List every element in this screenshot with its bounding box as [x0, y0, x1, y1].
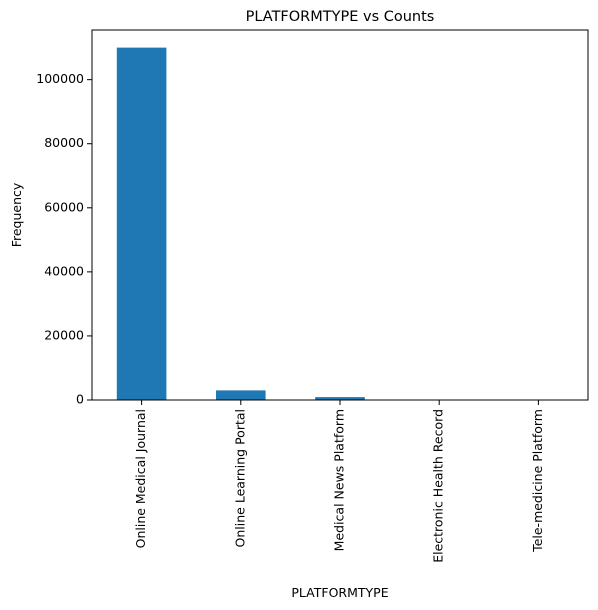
bar-1 [216, 390, 266, 400]
bar-2 [315, 397, 365, 400]
x-axis: Online Medical Journal Online Learning Po… [133, 400, 545, 563]
plot-area [116, 47, 564, 400]
y-tick-label-3: 60000 [44, 199, 84, 214]
y-axis: 0 20000 40000 60000 80000 100000 [36, 71, 92, 407]
x-axis-label: PLATFORMTYPE [291, 585, 388, 600]
x-tick-label-0: Online Medical Journal [133, 409, 148, 548]
x-tick-label-2: Medical News Platform [332, 409, 347, 551]
y-axis-label: Frequency [9, 182, 24, 247]
y-tick-label-4: 80000 [44, 135, 84, 150]
bar-0 [116, 47, 167, 400]
x-tick-label-3: Electronic Health Record [431, 409, 446, 563]
y-tick-label-0: 0 [76, 392, 84, 407]
chart-title: PLATFORMTYPE vs Counts [246, 9, 435, 25]
x-tick-label-4: Tele-medicine Platform [530, 409, 545, 553]
x-tick-label-1: Online Learning Portal [232, 409, 247, 547]
y-tick-label-2: 40000 [44, 263, 84, 278]
y-tick-label-5: 100000 [36, 71, 84, 86]
y-tick-label-1: 20000 [44, 327, 84, 342]
